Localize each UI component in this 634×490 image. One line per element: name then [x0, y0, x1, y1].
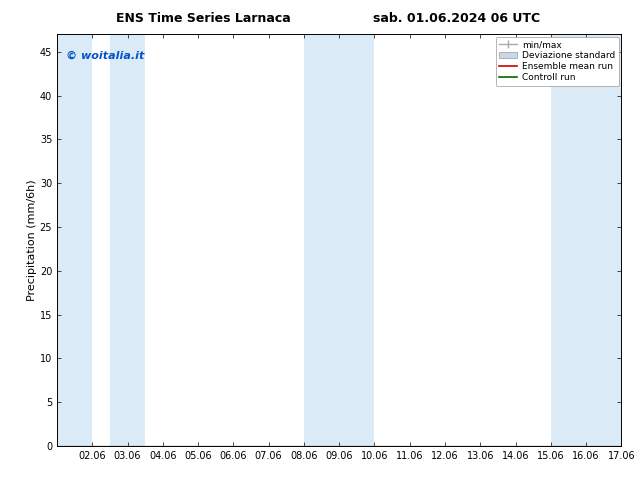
- Legend: min/max, Deviazione standard, Ensemble mean run, Controll run: min/max, Deviazione standard, Ensemble m…: [496, 37, 619, 86]
- Text: sab. 01.06.2024 06 UTC: sab. 01.06.2024 06 UTC: [373, 12, 540, 25]
- Bar: [110, 34, 145, 446]
- Bar: [57, 34, 93, 446]
- Bar: [339, 34, 375, 446]
- Bar: [586, 34, 621, 446]
- Bar: [551, 34, 586, 446]
- Y-axis label: Precipitation (mm/6h): Precipitation (mm/6h): [27, 179, 37, 301]
- Text: ENS Time Series Larnaca: ENS Time Series Larnaca: [115, 12, 290, 25]
- Text: © woitalia.it: © woitalia.it: [65, 51, 144, 61]
- Bar: [304, 34, 339, 446]
